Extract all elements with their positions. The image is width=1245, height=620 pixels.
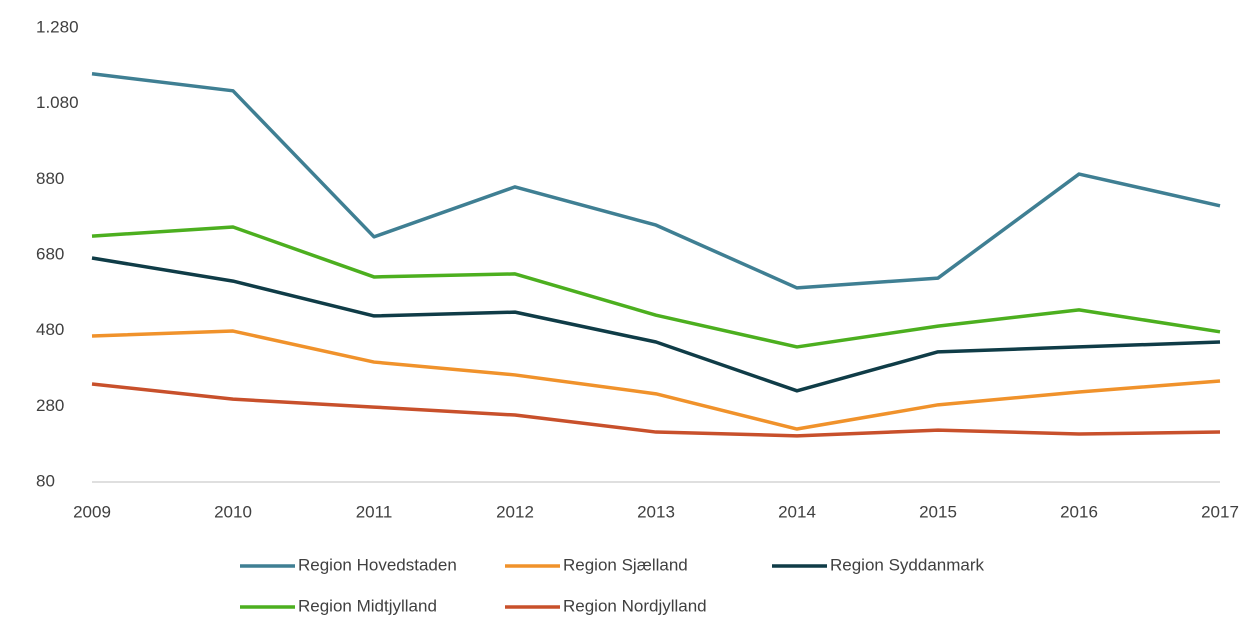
legend-label: Region Nordjylland (563, 596, 707, 615)
legend-label: Region Sjælland (563, 555, 688, 574)
y-tick-label: 80 (36, 471, 55, 490)
y-tick-label: 480 (36, 320, 64, 339)
x-tick-label: 2017 (1201, 502, 1239, 521)
x-tick-label: 2014 (778, 502, 816, 521)
x-tick-label: 2015 (919, 502, 957, 521)
legend-label: Region Midtjylland (298, 596, 437, 615)
series-line (91, 382, 1221, 438)
series-line (91, 72, 1221, 290)
x-tick-label: 2011 (356, 502, 393, 521)
series-line (91, 225, 1221, 349)
legend-label: Region Syddanmark (830, 555, 985, 574)
legend-label: Region Hovedstaden (298, 555, 457, 574)
x-tick-label: 2012 (496, 502, 534, 521)
y-tick-label: 1.080 (36, 93, 79, 112)
y-tick-label: 280 (36, 396, 64, 415)
x-tick-label: 2009 (73, 502, 111, 521)
x-tick-label: 2013 (637, 502, 675, 521)
series-line (91, 256, 1221, 393)
y-tick-label: 880 (36, 169, 64, 188)
x-tick-label: 2010 (214, 502, 252, 521)
y-tick-label: 1.280 (36, 17, 79, 36)
x-tick-label: 2016 (1060, 502, 1098, 521)
y-tick-label: 680 (36, 244, 64, 263)
series-line (91, 329, 1221, 431)
